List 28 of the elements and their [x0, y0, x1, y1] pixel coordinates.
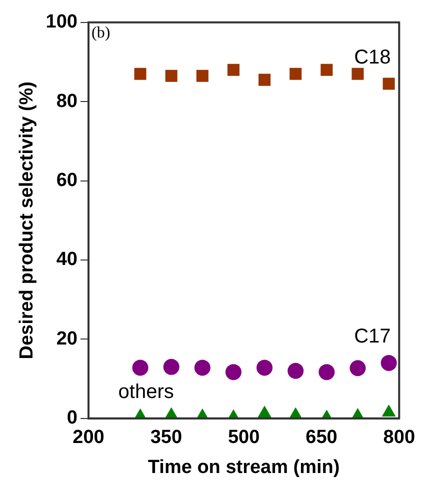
y-tick-label: 60 [56, 170, 78, 192]
x-tick-label: 350 [150, 427, 182, 448]
series-label: C17 [354, 325, 391, 348]
x-tick-label: 500 [228, 427, 260, 448]
point [227, 64, 240, 76]
point [352, 68, 364, 80]
point [290, 68, 302, 80]
series-label: others [118, 380, 174, 403]
point [196, 70, 208, 82]
y-axis-title: Desired product selectivity (%) [16, 82, 38, 360]
point [258, 406, 272, 418]
y-tick-label: 0 [66, 408, 78, 429]
point [134, 68, 146, 80]
x-tick-label: 650 [306, 427, 338, 448]
series-label: C18 [354, 46, 391, 68]
y-tick-label: 40 [56, 249, 78, 270]
point [165, 70, 178, 82]
point [320, 64, 333, 76]
annotation: (b) [92, 24, 110, 42]
x-tick-label: 800 [383, 427, 415, 448]
point [382, 78, 395, 90]
x-tick-label: 200 [72, 427, 104, 448]
x-axis-title: Time on stream (min) [148, 456, 340, 478]
y-tick-label: 100 [46, 12, 78, 33]
point [382, 404, 396, 416]
point [258, 74, 271, 86]
y-tick-label: 80 [56, 90, 78, 112]
y-tick-label: 20 [56, 328, 78, 350]
